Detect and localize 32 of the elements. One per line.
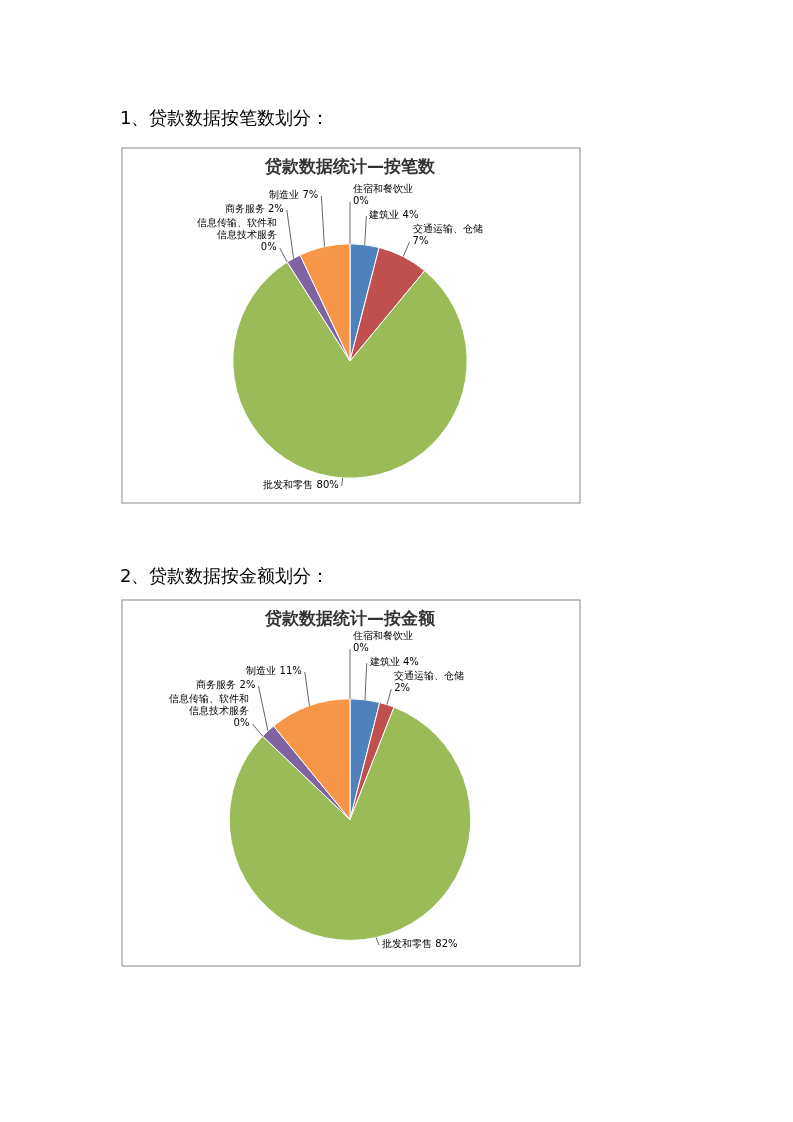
data-label: 4%	[402, 656, 419, 668]
slice-label: 批发和零售	[382, 938, 433, 950]
slice-label: 制造业	[246, 664, 277, 676]
slice-label: 批发和零售	[263, 478, 314, 490]
chart-title: 贷款数据统计—按笔数	[264, 156, 436, 176]
slice-label: 制造业	[269, 188, 300, 200]
data-label: 2%	[267, 202, 284, 214]
slice-label: 交通运输、仓储	[412, 222, 483, 234]
slice-label: 建筑业	[368, 208, 400, 220]
category-label: 住宿和餐饮业	[353, 630, 413, 642]
slice-label: 交通运输、仓储	[394, 670, 465, 682]
data-label: 80%	[316, 478, 339, 490]
chart-title: 贷款数据统计—按金额	[264, 608, 436, 628]
category-label: 信息传输、软件和信息技术服务	[196, 216, 277, 240]
data-label: 4%	[402, 208, 419, 220]
text: 0%	[353, 194, 369, 206]
slice-label: 建筑业	[368, 656, 400, 668]
slice-label: 商务服务	[224, 202, 265, 214]
text: 0%	[260, 240, 277, 252]
data-label: 2%	[394, 682, 411, 694]
slice-label: 商务服务	[196, 678, 237, 690]
category-label: 信息传输、软件和信息技术服务	[169, 692, 250, 716]
text: 2、贷款数据按金额划分：	[120, 565, 330, 586]
category-label: 住宿和餐饮业	[353, 182, 413, 194]
text: 0%	[353, 642, 369, 654]
data-label: 7%	[302, 188, 319, 200]
text: 1、贷款数据按笔数划分：	[120, 107, 330, 128]
data-label: 11%	[279, 664, 302, 676]
text: 0%	[233, 716, 250, 728]
data-label: 7%	[412, 234, 429, 246]
data-label: 2%	[239, 678, 256, 690]
data-label: 82%	[435, 938, 458, 950]
